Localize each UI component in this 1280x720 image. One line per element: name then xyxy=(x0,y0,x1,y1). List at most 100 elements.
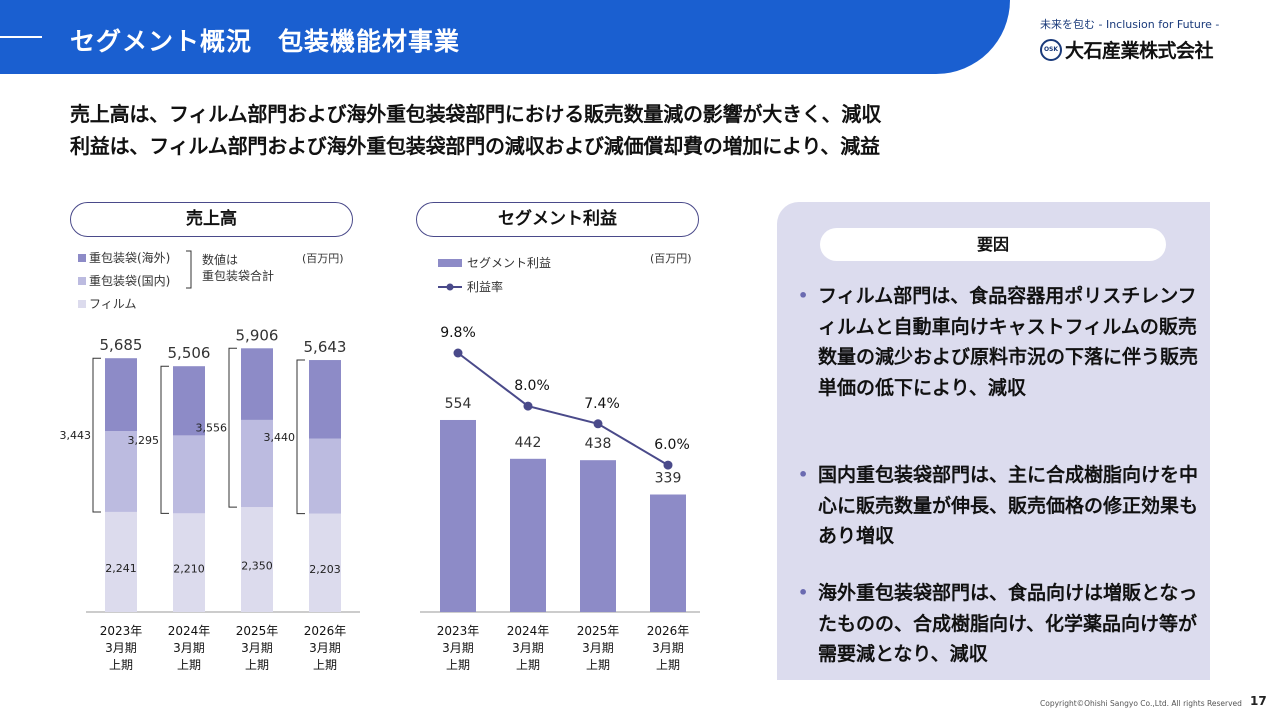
sales-bar-domestic xyxy=(309,438,341,514)
sales-category-label: 2025年 xyxy=(236,624,279,638)
profit-unit: (百万円) xyxy=(650,252,692,265)
profit-bar xyxy=(440,419,476,612)
bag-total-bracket xyxy=(296,359,305,515)
sales-bar-overseas xyxy=(105,358,137,432)
sales-category-label: 3月期 xyxy=(309,641,341,655)
margin-label: 8.0% xyxy=(514,378,550,394)
legend-margin-line-icon xyxy=(438,283,462,290)
profit-category-label: 2024年 xyxy=(507,624,550,638)
sales-category-label: 3月期 xyxy=(241,641,273,655)
note-line-2: 重包装袋合計 xyxy=(202,269,275,283)
sales-category-label: 2023年 xyxy=(100,624,143,638)
legend-profit-bar-label: セグメント利益 xyxy=(467,256,552,270)
legend-overseas-swatch xyxy=(78,253,86,262)
factors-panel xyxy=(777,202,1210,680)
legend-overseas-label: 重包装袋(海外) xyxy=(89,251,171,265)
sales-bar-domestic xyxy=(173,435,205,514)
bullet-icon: • xyxy=(798,583,809,602)
profit-category-label: 上期 xyxy=(446,658,470,672)
legend-film: フィルム xyxy=(78,295,137,312)
bullet-icon: • xyxy=(798,465,809,484)
margin-label: 9.8% xyxy=(440,325,476,341)
sales-bar-film xyxy=(241,507,273,612)
summary: 売上高は、フィルム部門および海外重包装袋部門における販売数量減の影響が大きく、減… xyxy=(70,98,881,162)
bag-total-bracket xyxy=(228,347,237,508)
sales-bar-film xyxy=(105,511,137,612)
legend-profit-bar-swatch xyxy=(438,258,462,267)
header-accent-line xyxy=(0,36,42,38)
logo-mark-icon: OSK xyxy=(1040,38,1062,61)
legend-bracket xyxy=(186,250,192,289)
bullet-icon: • xyxy=(798,286,809,305)
legend-domestic: 重包装袋(国内) xyxy=(78,272,170,289)
sales-total-label: 5,906 xyxy=(236,326,279,344)
sales-bar-domestic xyxy=(241,419,273,508)
profit-category-label: 上期 xyxy=(656,658,680,672)
sales-category-label: 上期 xyxy=(109,658,133,672)
factor-text: 国内重包装袋部門は、主に合成樹脂向けを中心に販売数量が伸長、販売価格の修正効果も… xyxy=(818,464,1199,547)
profit-category-label: 2025年 xyxy=(577,624,620,638)
sales-category-label: 3月期 xyxy=(105,641,137,655)
company-logo: OSK 大石産業株式会社 xyxy=(1040,36,1214,63)
margin-label: 7.4% xyxy=(584,396,620,412)
company-name: 大石産業株式会社 xyxy=(1065,40,1214,62)
profit-bar-label: 442 xyxy=(515,435,542,451)
profit-section-title: セグメント利益 xyxy=(416,202,699,237)
profit-bar xyxy=(510,458,546,612)
profit-category-label: 上期 xyxy=(516,658,540,672)
sales-bar-overseas xyxy=(173,366,205,436)
profit-category-label: 3月期 xyxy=(652,641,684,655)
sales-bar-domestic xyxy=(105,431,137,512)
summary-line-profit: 利益は、フィルム部門および海外重包装袋部門の減収および減価償却費の増加により、減… xyxy=(70,134,880,158)
sales-bar-film xyxy=(309,513,341,612)
margin-point xyxy=(663,460,673,470)
legend-margin-line: 利益率 xyxy=(438,278,503,295)
factors-title: 要因 xyxy=(820,228,1166,261)
sales-section-title: 売上高 xyxy=(70,202,353,237)
sales-category-label: 2024年 xyxy=(168,624,211,638)
margin-point xyxy=(523,401,533,411)
margin-line xyxy=(457,352,669,466)
profit-category-label: 2023年 xyxy=(437,624,480,638)
page-number: 17 xyxy=(1250,694,1267,708)
profit-bar-label: 554 xyxy=(445,396,472,412)
margin-label: 6.0% xyxy=(654,437,690,453)
profit-category-label: 2026年 xyxy=(647,624,690,638)
sales-bar-overseas xyxy=(309,360,341,439)
profit-category-label: 3月期 xyxy=(512,641,544,655)
factor-text: 海外重包装袋部門は、食品向けは増販となったものの、合成樹脂向け、化学薬品向け等が… xyxy=(818,582,1198,665)
sales-category-label: 上期 xyxy=(313,658,337,672)
profit-bar-label: 339 xyxy=(655,471,682,487)
profit-bar-label: 438 xyxy=(585,436,612,452)
sales-category-label: 3月期 xyxy=(173,641,205,655)
sales-film-label: 2,210 xyxy=(173,563,205,576)
factor-item-film: • フィルム部門は、食品容器用ポリスチレンフィルムと自動車向けキャストフィルムの… xyxy=(798,281,1198,403)
legend-overseas: 重包装袋(海外) xyxy=(78,249,170,266)
legend-domestic-label: 重包装袋(国内) xyxy=(89,274,171,288)
factor-text: フィルム部門は、食品容器用ポリスチレンフィルムと自動車向けキャストフィルムの販売… xyxy=(818,285,1199,399)
legend-domestic-swatch xyxy=(78,276,86,285)
profit-bar xyxy=(650,494,686,612)
sales-category-label: 上期 xyxy=(245,658,269,672)
sales-category-label: 上期 xyxy=(177,658,201,672)
sales-bar-overseas xyxy=(241,348,273,420)
sales-film-label: 2,203 xyxy=(309,563,341,576)
profit-category-label: 3月期 xyxy=(442,641,474,655)
profit-bar xyxy=(580,460,616,612)
profit-category-label: 上期 xyxy=(586,658,610,672)
sales-bar-film xyxy=(173,513,205,612)
page-title: セグメント概況 包装機能材事業 xyxy=(70,27,461,56)
bag-total-bracket xyxy=(160,365,169,514)
margin-point xyxy=(453,348,463,358)
bag-total-note: 数値は 重包装袋合計 xyxy=(202,252,274,284)
factor-item-overseas: • 海外重包装袋部門は、食品向けは増販となったものの、合成樹脂向け、化学薬品向け… xyxy=(798,578,1198,670)
sales-film-label: 2,241 xyxy=(105,562,137,575)
legend-profit-bar: セグメント利益 xyxy=(438,254,551,271)
sales-total-label: 5,506 xyxy=(168,344,211,362)
sales-total-label: 5,643 xyxy=(304,338,347,356)
sales-film-label: 2,350 xyxy=(241,560,273,573)
sales-category-label: 2026年 xyxy=(304,624,347,638)
bag-total-label: 3,443 xyxy=(60,429,92,442)
factor-item-domestic: • 国内重包装袋部門は、主に合成樹脂向けを中心に販売数量が伸長、販売価格の修正効… xyxy=(798,460,1198,552)
